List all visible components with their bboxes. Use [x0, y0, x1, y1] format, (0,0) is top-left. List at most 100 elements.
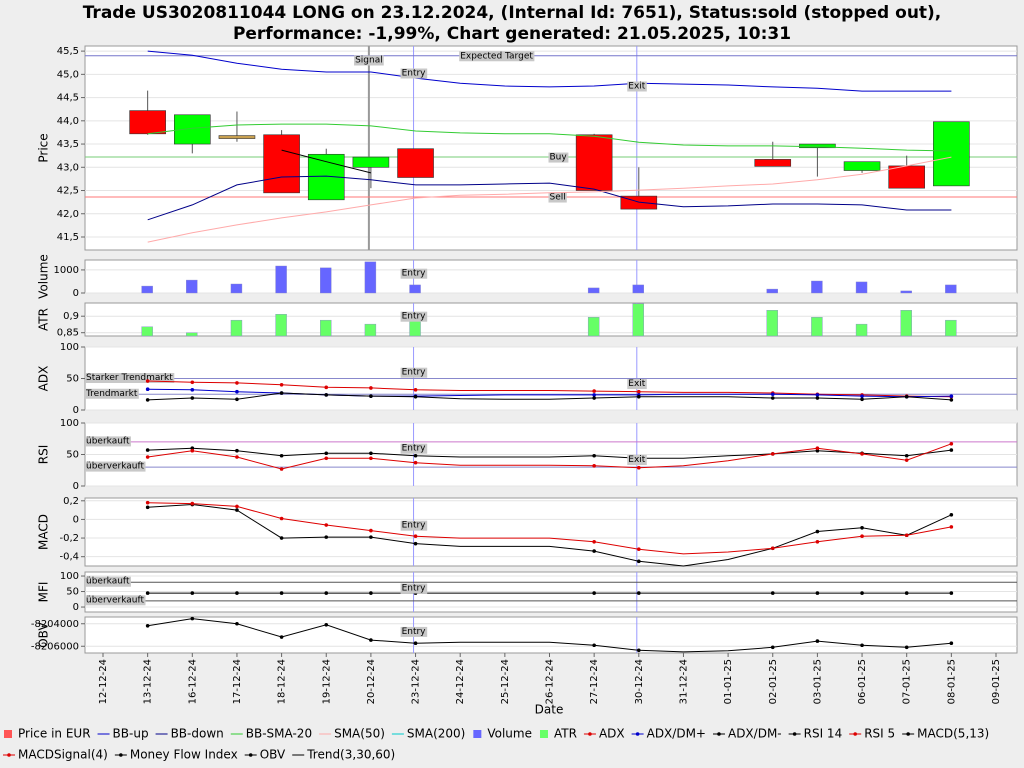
line-marker — [592, 591, 596, 595]
y-tick-label: 45,5 — [57, 46, 79, 57]
y-tick-label: 0 — [73, 602, 79, 613]
legend-swatch — [906, 732, 910, 736]
reference-label: Expected Target — [460, 51, 533, 61]
line-marker — [235, 448, 239, 453]
label-box — [85, 576, 131, 587]
line-marker — [592, 549, 596, 553]
line-marker — [592, 643, 596, 648]
line-marker — [190, 396, 195, 400]
x-tick-label: 26-12-24 — [545, 659, 556, 704]
event-label: Entry — [402, 368, 427, 378]
line-marker — [369, 535, 373, 539]
line-marker — [413, 453, 418, 458]
line-marker — [190, 501, 195, 506]
label-box — [85, 373, 175, 383]
line-marker — [190, 388, 195, 392]
legend-label: ADX/DM- — [728, 727, 782, 741]
bar — [230, 283, 243, 294]
reference-label: überkauft — [86, 436, 130, 446]
line-marker — [637, 465, 641, 470]
candle-body — [843, 161, 881, 171]
label-box — [627, 379, 647, 390]
legend-label: BB-down — [171, 727, 224, 741]
y-tick-label: 43,5 — [57, 139, 79, 150]
legend-label: ADX — [599, 727, 625, 741]
legend-swatch — [248, 753, 253, 757]
line-marker — [324, 451, 329, 456]
line-marker — [279, 516, 284, 521]
line-marker — [279, 467, 284, 471]
candle-body — [888, 165, 926, 189]
x-tick-label: 20-12-24 — [366, 659, 377, 704]
bar — [230, 319, 243, 337]
legend-label: ATR — [554, 727, 577, 741]
line-marker — [860, 534, 864, 538]
line-marker — [145, 500, 150, 505]
line-series — [147, 50, 952, 92]
label-box — [400, 268, 428, 279]
line-marker — [369, 591, 373, 595]
candle-body — [218, 135, 256, 139]
y-tick-label: 42,5 — [57, 186, 79, 197]
event-label: Entry — [402, 584, 427, 594]
label-box — [627, 81, 647, 92]
line-marker — [279, 453, 284, 458]
x-tick-label: 13-12-24 — [143, 659, 154, 704]
line-marker — [770, 546, 775, 551]
line-marker — [145, 398, 150, 402]
candle-body — [263, 134, 300, 194]
y-tick-label: 43,0 — [57, 162, 79, 173]
event-label: Entry — [402, 521, 427, 531]
line-marker — [235, 381, 239, 385]
line-marker — [904, 458, 909, 462]
legend-label: BB-SMA-20 — [246, 727, 312, 741]
x-tick-label: 08-01-25 — [946, 659, 957, 704]
line-marker — [592, 453, 596, 458]
bar — [900, 290, 912, 294]
y-tick-label: 50 — [66, 450, 79, 461]
y-axis-label: Volume — [37, 254, 51, 299]
y-tick-label: 44,0 — [57, 116, 79, 127]
line-marker — [592, 539, 596, 544]
x-tick-label: 17-12-24 — [232, 659, 243, 704]
label-box — [548, 192, 567, 203]
legend-label: MACD(5,13) — [917, 727, 989, 741]
legend-swatch — [7, 753, 11, 757]
line-marker — [235, 455, 239, 459]
line-marker — [190, 380, 195, 385]
event-label: Exit — [628, 455, 646, 465]
line-series — [147, 175, 952, 221]
y-tick-label: 1000 — [54, 265, 79, 276]
candle-body — [933, 121, 970, 187]
line-marker — [904, 394, 909, 399]
candle-body — [754, 159, 792, 167]
line-marker — [637, 591, 641, 595]
line-marker — [235, 621, 239, 626]
label-box — [459, 51, 535, 62]
line-marker — [369, 386, 373, 390]
x-tick-label: 03-01-25 — [812, 659, 823, 704]
label-box — [400, 626, 428, 637]
y-tick-label: 0 — [73, 405, 79, 416]
label-box — [400, 583, 428, 594]
event-label: Exit — [628, 379, 646, 389]
bar — [900, 310, 912, 337]
reference-label: überkauft — [86, 577, 130, 587]
plot-area — [84, 302, 1018, 337]
line-marker — [815, 446, 820, 451]
chart-title: Trade US3020811044 LONG on 23.12.2024, (… — [83, 3, 942, 23]
reference-label: Sell — [550, 193, 566, 203]
line-marker — [770, 396, 775, 400]
x-axis-label: Date — [535, 703, 564, 717]
line-marker — [324, 393, 329, 397]
bar — [275, 314, 287, 337]
line-marker — [324, 622, 329, 627]
candle-body — [397, 148, 434, 178]
legend-swatch — [4, 730, 12, 738]
event-label: Entry — [402, 69, 427, 79]
legend-swatch — [853, 732, 858, 736]
y-tick-label: 41,5 — [57, 232, 79, 243]
line-marker — [860, 397, 864, 402]
line-marker — [235, 508, 239, 512]
line-marker — [949, 525, 954, 529]
